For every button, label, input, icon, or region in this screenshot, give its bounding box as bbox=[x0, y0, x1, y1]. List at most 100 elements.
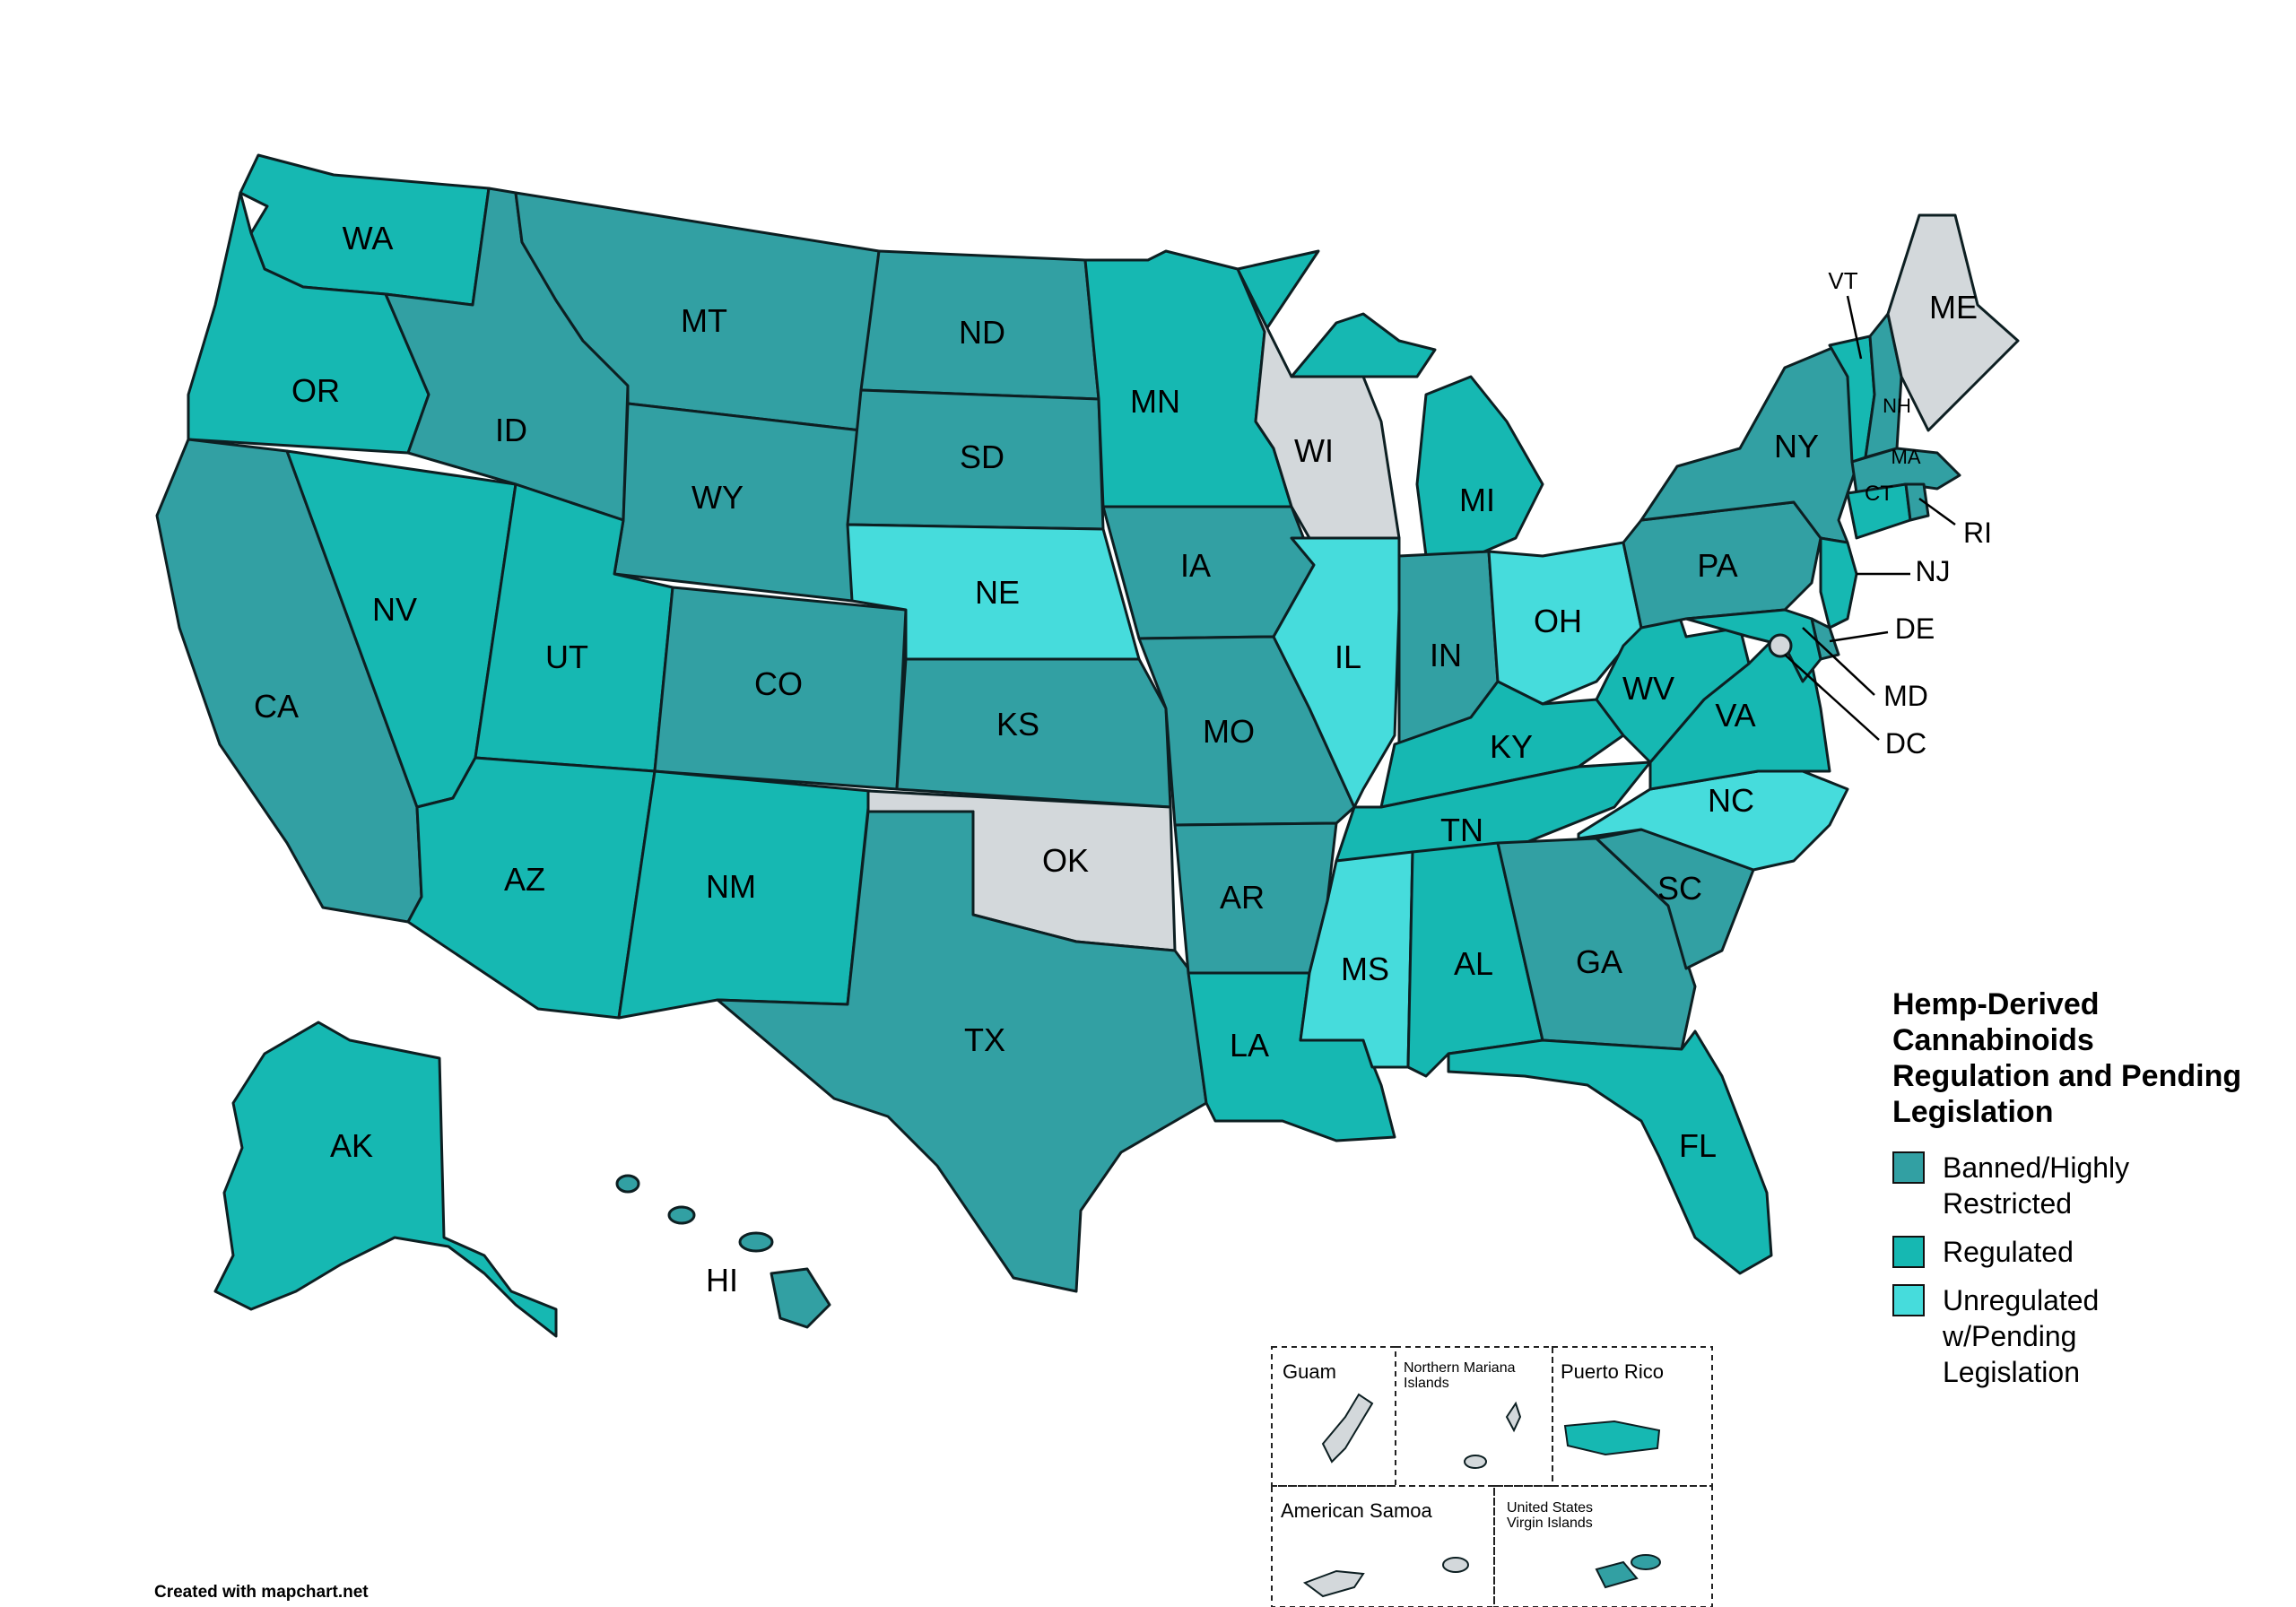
leader-RI bbox=[1918, 497, 1956, 526]
label-OR: OR bbox=[291, 372, 340, 409]
label-OH: OH bbox=[1534, 603, 1582, 639]
label-DE: DE bbox=[1895, 612, 1935, 645]
label-WV: WV bbox=[1622, 670, 1674, 707]
inset-guam-box bbox=[1271, 1346, 1396, 1487]
state-DC[interactable] bbox=[1768, 633, 1793, 658]
label-OK: OK bbox=[1042, 842, 1089, 879]
states-layer bbox=[155, 153, 2020, 1338]
label-IN: IN bbox=[1430, 637, 1462, 673]
state-MI-upper[interactable] bbox=[1290, 312, 1437, 378]
legend-title-line: Regulation and Pending bbox=[1892, 1059, 2242, 1093]
legend-swatch-banned bbox=[1892, 1151, 1925, 1184]
state-RI[interactable] bbox=[1904, 482, 1930, 522]
state-AK[interactable] bbox=[213, 1021, 558, 1338]
territory-label-pr: Puerto Rico bbox=[1561, 1360, 1664, 1383]
legend-label-line: Banned/Highly bbox=[1943, 1151, 2130, 1184]
label-MA: MA bbox=[1892, 446, 1921, 468]
label-NV: NV bbox=[372, 591, 417, 628]
label-MD: MD bbox=[1883, 680, 1928, 712]
state-MI[interactable] bbox=[1415, 375, 1544, 567]
state-HI-kauai[interactable] bbox=[615, 1174, 640, 1194]
legend-label-line: Regulated bbox=[1943, 1236, 2074, 1268]
label-DC: DC bbox=[1885, 727, 1926, 760]
label-CA: CA bbox=[254, 688, 299, 725]
territory-as[interactable] bbox=[1302, 1569, 1365, 1598]
label-LA: LA bbox=[1230, 1027, 1269, 1064]
label-IA: IA bbox=[1180, 547, 1211, 584]
label-NM: NM bbox=[706, 868, 756, 905]
label-VA: VA bbox=[1715, 697, 1755, 734]
inset-vi-box bbox=[1493, 1485, 1713, 1607]
territory-pr[interactable] bbox=[1563, 1420, 1661, 1456]
label-WI: WI bbox=[1294, 432, 1334, 469]
legend-item-unregulated[interactable]: Unregulated w/Pending Legislation bbox=[1892, 1282, 2269, 1390]
leader-lines bbox=[1784, 295, 1956, 741]
territory-label-nmi-2: Islands bbox=[1404, 1376, 1449, 1391]
legend-label-regulated: Regulated bbox=[1943, 1234, 2239, 1270]
label-KY: KY bbox=[1490, 728, 1533, 765]
legend-title-line: Legislation bbox=[1892, 1095, 2054, 1129]
legend-title: Hemp-Derived Cannabinoids Regulation and… bbox=[1892, 986, 2269, 1130]
state-KS[interactable] bbox=[895, 657, 1172, 809]
inset-as-box bbox=[1271, 1485, 1495, 1607]
label-AR: AR bbox=[1220, 879, 1265, 916]
state-WY[interactable] bbox=[613, 402, 863, 603]
state-FL[interactable] bbox=[1447, 1029, 1773, 1275]
legend-title-line: Hemp-Derived bbox=[1892, 987, 2100, 1021]
label-CO: CO bbox=[754, 665, 803, 702]
territory-label-nmi-1: Northern Mariana bbox=[1404, 1360, 1516, 1376]
state-HI-maui[interactable] bbox=[738, 1231, 774, 1253]
legend-item-regulated[interactable]: Regulated bbox=[1892, 1234, 2269, 1270]
label-KS: KS bbox=[996, 706, 1039, 743]
label-MT: MT bbox=[681, 302, 727, 339]
label-ND: ND bbox=[959, 314, 1005, 351]
legend: Hemp-Derived Cannabinoids Regulation and… bbox=[1892, 986, 2269, 1403]
label-SD: SD bbox=[960, 439, 1004, 475]
territory-as-2[interactable] bbox=[1442, 1557, 1469, 1573]
state-TX[interactable] bbox=[716, 810, 1208, 1293]
territory-vi-2[interactable] bbox=[1631, 1554, 1661, 1570]
state-MD[interactable] bbox=[1684, 608, 1822, 683]
territory-guam[interactable] bbox=[1321, 1393, 1374, 1464]
legend-label-line: Legislation bbox=[1943, 1356, 2080, 1388]
label-WY: WY bbox=[691, 479, 744, 516]
legend-title-line: Cannabinoids bbox=[1892, 1023, 2094, 1057]
state-HI[interactable] bbox=[770, 1267, 831, 1329]
state-ME[interactable] bbox=[1886, 213, 2020, 432]
territory-vi[interactable] bbox=[1595, 1560, 1639, 1589]
legend-label-line: w/Pending bbox=[1943, 1320, 2077, 1352]
legend-label-unregulated: Unregulated w/Pending Legislation bbox=[1943, 1282, 2239, 1390]
leader-DE bbox=[1829, 630, 1889, 643]
territory-nmi[interactable] bbox=[1505, 1401, 1522, 1433]
label-AZ: AZ bbox=[504, 861, 545, 898]
label-NC: NC bbox=[1708, 782, 1754, 819]
territory-label-guam: Guam bbox=[1283, 1360, 1336, 1383]
label-VT: VT bbox=[1828, 267, 1857, 294]
label-GA: GA bbox=[1576, 943, 1622, 980]
state-HI-oahu[interactable] bbox=[667, 1205, 696, 1225]
label-MN: MN bbox=[1130, 383, 1180, 420]
label-ID: ID bbox=[495, 412, 527, 448]
label-FL: FL bbox=[1679, 1127, 1717, 1164]
leader-MD bbox=[1802, 627, 1875, 696]
legend-swatch-regulated bbox=[1892, 1236, 1925, 1268]
label-MO: MO bbox=[1203, 713, 1255, 750]
territory-label-as: American Samoa bbox=[1281, 1499, 1433, 1522]
legend-label-line: Unregulated bbox=[1943, 1284, 2100, 1316]
label-UT: UT bbox=[545, 638, 588, 675]
label-WA: WA bbox=[343, 220, 394, 256]
label-NY: NY bbox=[1774, 428, 1819, 465]
label-PA: PA bbox=[1697, 547, 1737, 584]
label-RI: RI bbox=[1963, 517, 1992, 549]
credit-text: Created with mapchart.net bbox=[154, 1583, 369, 1602]
legend-label-banned: Banned/Highly Restricted bbox=[1943, 1150, 2239, 1221]
territory-nmi-2[interactable] bbox=[1464, 1455, 1487, 1469]
label-TN: TN bbox=[1440, 812, 1483, 848]
label-TX: TX bbox=[964, 1021, 1005, 1058]
state-NJ[interactable] bbox=[1819, 536, 1858, 630]
legend-item-banned[interactable]: Banned/Highly Restricted bbox=[1892, 1150, 2269, 1221]
label-NH: NH bbox=[1883, 395, 1911, 417]
territory-label-vi-2: Virgin Islands bbox=[1507, 1516, 1593, 1531]
label-AK: AK bbox=[330, 1127, 373, 1164]
